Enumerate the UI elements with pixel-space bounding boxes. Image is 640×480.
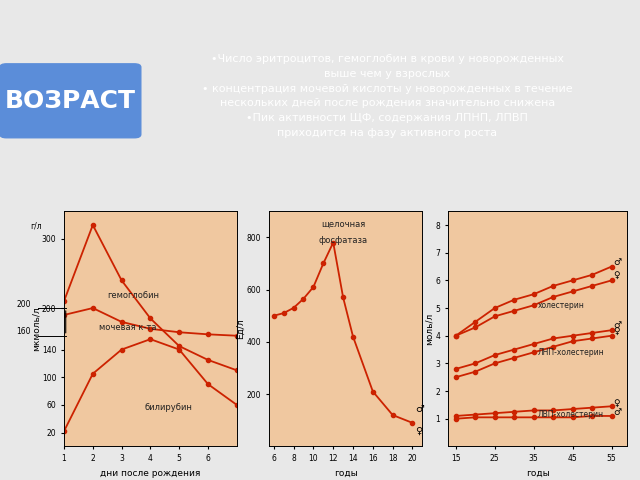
- Text: 160: 160: [17, 327, 31, 336]
- Text: ♀: ♀: [614, 327, 620, 336]
- Text: ♂: ♂: [614, 321, 621, 330]
- Text: щелочная: щелочная: [321, 220, 365, 229]
- Y-axis label: Ед/л: Ед/л: [236, 319, 245, 339]
- Text: билирубин: билирубин: [145, 403, 193, 412]
- Text: ♂: ♂: [415, 405, 424, 414]
- Text: г/л: г/л: [30, 221, 42, 230]
- Text: ЛВП-холестерин: ЛВП-холестерин: [538, 410, 604, 420]
- Text: ♀: ♀: [614, 271, 620, 280]
- Text: •Число эритроцитов, гемоглобин в крови у новорожденных
выше чем у взрослых
• кон: •Число эритроцитов, гемоглобин в крови у…: [202, 54, 573, 138]
- Y-axis label: мкмоль/л: мкмоль/л: [31, 307, 40, 351]
- Text: ♀: ♀: [415, 425, 422, 435]
- Text: ♂: ♂: [614, 408, 621, 418]
- Y-axis label: моль/л: моль/л: [425, 312, 434, 345]
- X-axis label: годы: годы: [333, 468, 358, 478]
- Text: фосфатаза: фосфатаза: [319, 236, 368, 244]
- Text: ♂: ♂: [614, 258, 621, 267]
- Text: холестерин: холестерин: [538, 301, 584, 310]
- Text: ♀: ♀: [614, 398, 620, 408]
- Text: ЛНП-холестерин: ЛНП-холестерин: [538, 348, 604, 357]
- X-axis label: годы: годы: [525, 468, 550, 478]
- Text: мочевая к-та: мочевая к-та: [99, 323, 156, 332]
- X-axis label: дни после рождения: дни после рождения: [100, 468, 200, 478]
- Text: 200: 200: [17, 300, 31, 309]
- Text: гемоглобин: гемоглобин: [108, 291, 159, 300]
- Text: ВОЗРАСТ: ВОЗРАСТ: [5, 89, 136, 113]
- FancyBboxPatch shape: [0, 64, 141, 138]
